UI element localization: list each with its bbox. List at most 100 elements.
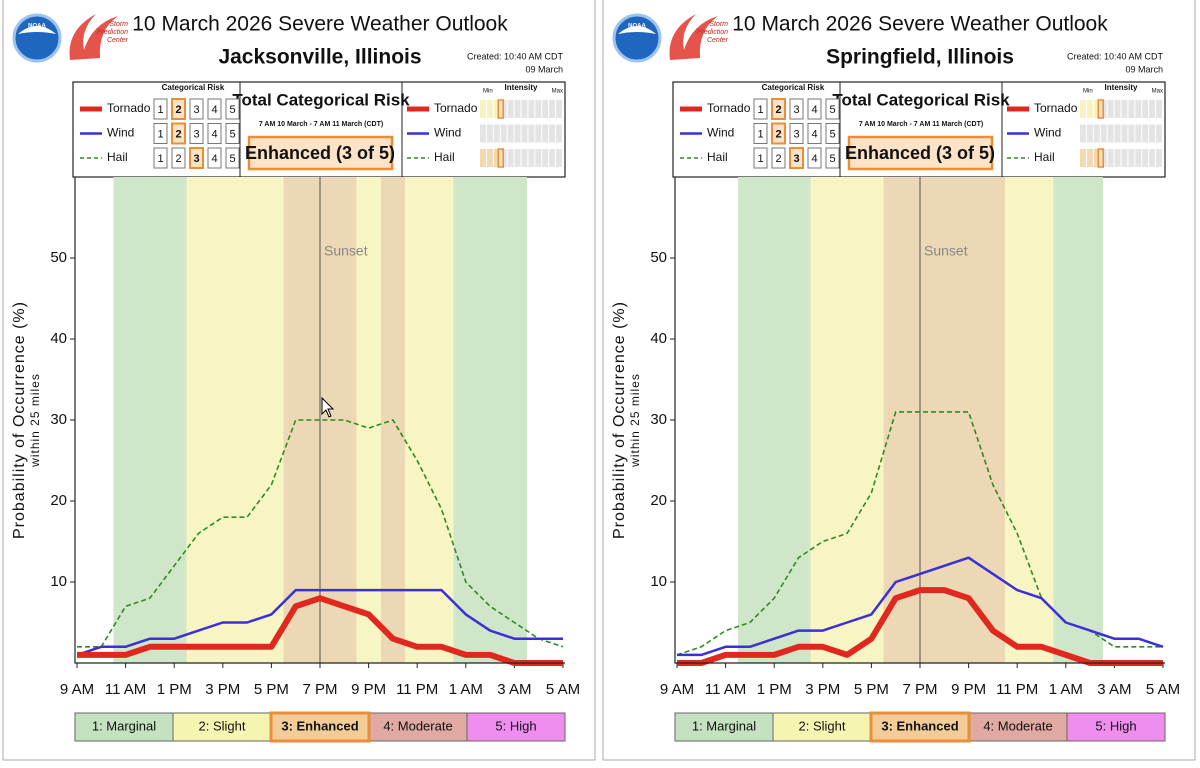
y-tick-label: 10 <box>650 573 667 590</box>
intensity-segment <box>514 124 521 143</box>
intensity-segment <box>1135 100 1142 118</box>
created-time: Created: 10:40 AM CDT <box>1067 51 1164 61</box>
risk-band <box>234 177 260 663</box>
risk-level-box <box>153 147 168 169</box>
plot-frame <box>74 177 565 664</box>
risk-band <box>405 177 430 663</box>
risk-level-box <box>171 147 186 169</box>
spc-logo-mark <box>69 14 118 60</box>
x-tick-label: 5 PM <box>254 681 289 698</box>
x-tick-label: 1 AM <box>1049 681 1083 698</box>
intensity-segment <box>480 124 486 143</box>
risk-level-number: 1 <box>757 128 763 140</box>
intensity-segment <box>1086 100 1093 118</box>
risk-level-number: 5 <box>829 153 835 165</box>
risk-band <box>137 177 163 663</box>
intensity-segment <box>1093 149 1100 167</box>
intensity-segment <box>535 149 542 167</box>
risk-level-number: 2 <box>175 104 181 116</box>
x-tick-label: 1 PM <box>757 681 792 698</box>
spc-logo-mark <box>669 14 718 60</box>
categorical-risk-heading: Categorical Risk <box>762 83 825 92</box>
risk-level-number: 1 <box>757 104 763 116</box>
intensity-segment <box>1114 100 1121 118</box>
risk-legend-label: 2: Slight <box>199 718 246 733</box>
risk-legend-cell <box>1066 712 1166 742</box>
risk-level-number: 4 <box>211 128 217 140</box>
risk-legend-label: 1: Marginal <box>692 718 756 733</box>
x-tick-label: 9 PM <box>951 681 986 698</box>
legend-label: Tornado <box>107 101 151 115</box>
risk-band <box>283 177 309 663</box>
risk-level-number: 5 <box>829 104 835 116</box>
risk-level-number: 2 <box>175 128 181 140</box>
intensity-segment <box>486 100 493 118</box>
y-tick-label: 50 <box>650 249 667 266</box>
risk-band <box>356 177 382 663</box>
legend-label: Tornado <box>707 101 751 115</box>
risk-level-number: 1 <box>157 153 163 165</box>
risk-level-box <box>207 98 222 120</box>
risk-level-box <box>789 98 804 120</box>
noaa-logo-bird <box>18 26 56 34</box>
risk-level-number: 4 <box>211 104 217 116</box>
risk-level-box <box>771 147 786 169</box>
intensity-segment <box>507 124 514 143</box>
risk-legend-cell <box>172 712 272 742</box>
risk-level-number: 5 <box>229 104 235 116</box>
risk-level-number: 2 <box>775 104 781 116</box>
intensity-segment <box>528 149 535 167</box>
intensity-segment <box>514 149 521 167</box>
noaa-logo-text: NOAA <box>28 24 46 30</box>
risk-legend-label: 4: Moderate <box>383 718 452 733</box>
intensity-marker <box>497 148 504 168</box>
noaa-logo-bird <box>618 26 656 34</box>
risk-level-box <box>207 123 222 144</box>
risk-band <box>162 177 187 663</box>
risk-level-number: 3 <box>193 128 199 140</box>
risk-level-number: 3 <box>793 104 799 116</box>
x-tick-label: 1 AM <box>449 681 483 698</box>
risk-legend-label: 1: Marginal <box>92 718 156 733</box>
y-tick-label: 10 <box>50 573 67 590</box>
risk-level-box <box>753 98 768 120</box>
intensity-segment <box>1121 149 1128 167</box>
intensity-segment <box>556 124 562 143</box>
risk-level-number: 3 <box>793 153 799 165</box>
intensity-segment <box>535 124 542 143</box>
intensity-segment <box>1149 124 1156 143</box>
intensity-segment <box>521 149 528 167</box>
risk-level-number: 3 <box>793 128 799 140</box>
risk-legend-highlight <box>869 711 971 743</box>
plot-frame <box>674 177 1165 664</box>
noaa-logo <box>612 13 662 63</box>
risk-band <box>453 177 479 663</box>
risk-band <box>332 177 357 663</box>
intensity-min: Min <box>1083 89 1093 95</box>
spc-logo-text: Storm <box>709 21 728 28</box>
total-risk-text: Enhanced (3 of 5) <box>245 143 395 163</box>
noaa-logo <box>12 13 62 63</box>
total-risk-heading: Total Categorical Risk <box>832 90 1010 109</box>
intensity-segment <box>1080 149 1086 167</box>
spc-logo-text: Center <box>107 37 129 44</box>
intensity-segment <box>542 124 549 143</box>
risk-level-box <box>807 98 822 120</box>
risk-band <box>477 177 503 663</box>
intensity-segment <box>521 100 528 118</box>
risk-band <box>932 177 957 663</box>
x-tick-label: 5 AM <box>546 681 580 698</box>
risk-level-number: 5 <box>229 153 235 165</box>
risk-legend-cell <box>968 712 1068 742</box>
location-title: Springfield, Illinois <box>826 46 1014 69</box>
spc-logo-text: Center <box>707 37 729 44</box>
intensity-segment <box>556 149 562 167</box>
risk-level-box <box>225 123 240 144</box>
risk-legend-cell <box>772 712 872 742</box>
created-time: Created: 10:40 AM CDT <box>467 51 564 61</box>
legend-label: Hail <box>707 150 728 164</box>
intensity-segment <box>1149 149 1156 167</box>
risk-band <box>737 177 763 663</box>
x-tick-label: 11 PM <box>396 681 438 698</box>
